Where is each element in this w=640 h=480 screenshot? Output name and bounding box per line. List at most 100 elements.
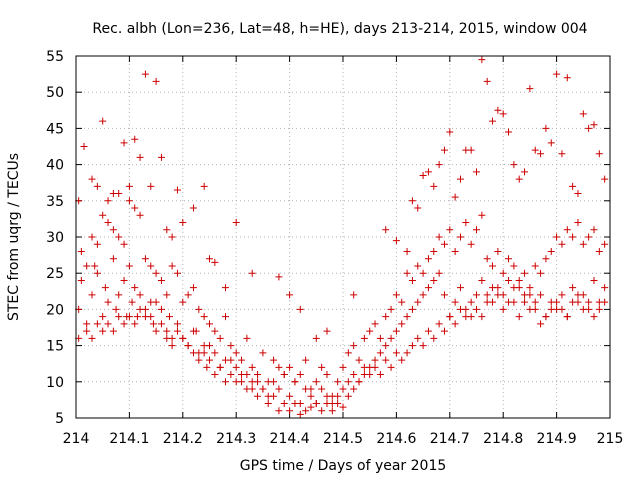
data-point xyxy=(515,284,523,292)
data-point xyxy=(563,74,571,82)
data-point xyxy=(125,262,133,270)
data-point xyxy=(179,334,187,342)
data-point xyxy=(446,226,454,234)
data-point xyxy=(206,255,213,263)
data-point xyxy=(88,175,96,183)
data-point xyxy=(275,273,283,281)
data-point xyxy=(558,305,566,313)
data-point xyxy=(307,385,315,393)
data-point xyxy=(531,298,539,306)
data-point xyxy=(328,407,336,415)
data-point xyxy=(243,334,251,342)
data-point xyxy=(296,400,304,408)
y-tick-label: 10 xyxy=(46,375,64,391)
data-point xyxy=(259,349,267,357)
data-point xyxy=(478,313,486,321)
data-point xyxy=(216,334,224,342)
data-point xyxy=(440,327,448,335)
data-point xyxy=(590,121,598,129)
data-point xyxy=(547,305,555,313)
data-point xyxy=(419,269,427,277)
data-point xyxy=(133,313,141,321)
data-point xyxy=(403,349,411,357)
data-point xyxy=(88,291,96,299)
y-tick-label: 30 xyxy=(46,230,64,246)
data-point xyxy=(286,291,294,299)
x-axis-label: GPS time / Days of year 2015 xyxy=(240,458,447,474)
data-point xyxy=(232,219,240,227)
data-point xyxy=(435,269,443,277)
data-point xyxy=(163,334,171,342)
data-point xyxy=(227,342,235,350)
data-point xyxy=(408,197,416,205)
data-point xyxy=(456,233,464,241)
data-point xyxy=(200,182,208,190)
data-point xyxy=(312,378,320,386)
data-point xyxy=(392,237,400,245)
data-point xyxy=(537,150,545,158)
data-point xyxy=(152,327,160,335)
data-point xyxy=(136,153,144,161)
data-point xyxy=(371,320,379,328)
data-point xyxy=(93,240,101,248)
data-point xyxy=(232,363,240,371)
data-point xyxy=(440,291,448,299)
data-point xyxy=(366,327,374,335)
data-point xyxy=(206,356,213,364)
data-point xyxy=(77,247,85,255)
data-point xyxy=(601,298,609,306)
data-point xyxy=(408,276,416,284)
data-point xyxy=(149,320,157,328)
data-point xyxy=(424,255,432,263)
data-point xyxy=(112,305,120,313)
data-point xyxy=(467,146,475,154)
data-point xyxy=(286,363,294,371)
data-point xyxy=(515,276,523,284)
data-point xyxy=(473,291,480,299)
data-point xyxy=(189,204,197,212)
data-point xyxy=(521,269,529,277)
data-point xyxy=(590,276,598,284)
data-point xyxy=(526,305,534,313)
data-point xyxy=(168,233,176,241)
data-point xyxy=(360,363,368,371)
y-tick-label: 15 xyxy=(46,339,64,355)
data-point xyxy=(387,334,395,342)
data-point xyxy=(296,410,304,418)
data-point xyxy=(104,298,112,306)
data-point xyxy=(473,168,480,176)
data-point xyxy=(601,240,609,248)
data-point xyxy=(125,313,133,321)
data-point xyxy=(430,334,438,342)
data-point xyxy=(531,146,539,154)
data-point xyxy=(446,313,454,321)
data-point xyxy=(403,269,411,277)
data-point xyxy=(483,255,491,263)
data-point xyxy=(601,175,609,183)
data-point xyxy=(131,204,139,212)
data-point xyxy=(478,276,486,284)
data-point xyxy=(248,363,256,371)
data-point xyxy=(387,363,395,371)
y-tick-label: 5 xyxy=(55,411,64,427)
data-point xyxy=(366,371,374,379)
data-point xyxy=(157,153,165,161)
data-point xyxy=(136,291,144,299)
data-point xyxy=(104,197,112,205)
y-tick-label: 55 xyxy=(46,49,64,65)
data-point xyxy=(318,385,326,393)
data-point xyxy=(93,269,101,277)
data-point xyxy=(542,255,550,263)
data-point xyxy=(136,211,144,219)
data-point xyxy=(489,298,497,306)
data-point xyxy=(408,342,416,350)
data-point xyxy=(499,269,507,277)
data-point xyxy=(558,240,566,248)
data-point xyxy=(483,77,491,85)
data-point xyxy=(211,258,219,266)
data-point xyxy=(211,371,219,379)
data-point xyxy=(483,291,491,299)
data-point xyxy=(569,233,577,241)
data-point xyxy=(248,269,256,277)
data-point xyxy=(489,117,497,125)
